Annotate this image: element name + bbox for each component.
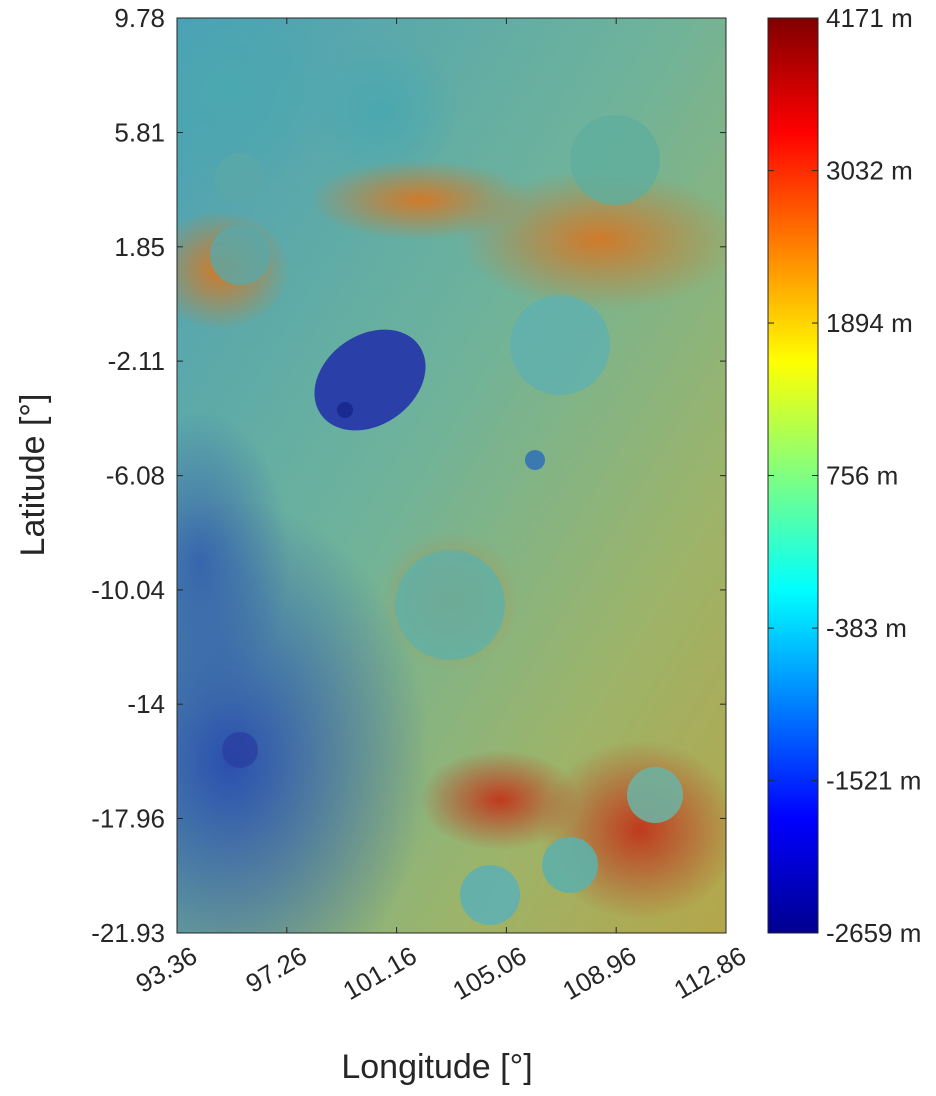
x-tick-label: 97.26: [240, 940, 311, 999]
x-tick-label: 112.86: [669, 940, 751, 1005]
x-axis-label: Longitude [°]: [341, 1048, 532, 1086]
colorbar: [767, 17, 819, 934]
y-tick-label: -21.93: [91, 918, 165, 948]
y-axis-label: Latitude [°]: [14, 394, 52, 557]
x-tick-label: 105.06: [448, 940, 532, 1006]
y-tick-label: -6.08: [106, 461, 165, 491]
colorbar-tick-label: -1521 m: [826, 766, 921, 796]
y-tick-label: 1.85: [114, 232, 165, 262]
colorbar-tick-label: 4171 m: [826, 3, 913, 33]
x-tick-label: 101.16: [338, 940, 422, 1006]
colorbar-tick-label: 1894 m: [826, 308, 913, 338]
y-tick-label: -14: [127, 689, 165, 719]
x-tick-label: 108.96: [557, 940, 641, 1006]
y-tick-label: 9.78: [114, 3, 165, 33]
terrain-image: [177, 18, 726, 933]
y-tick-label: -2.11: [108, 346, 165, 376]
x-tick-label: 93.36: [131, 940, 202, 999]
colorbar-tick-label: 3032 m: [826, 156, 913, 186]
colorbar-tick-label: 756 m: [826, 461, 898, 491]
y-tick-label: -10.04: [91, 575, 165, 605]
colorbar-tick-label: -383 m: [826, 613, 907, 643]
y-tick-label: -17.96: [91, 803, 165, 833]
colorbar-tick-label: -2659 m: [826, 918, 921, 948]
y-tick-label: 5.81: [114, 118, 165, 148]
